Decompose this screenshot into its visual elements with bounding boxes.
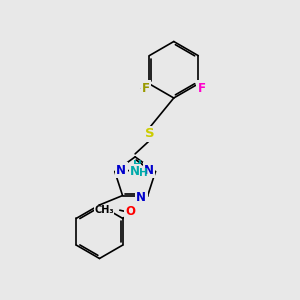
Text: F: F	[197, 82, 206, 95]
Text: N: N	[144, 164, 154, 177]
Text: N: N	[116, 164, 126, 177]
Text: F: F	[142, 82, 150, 95]
Text: O: O	[125, 205, 135, 218]
Text: H: H	[139, 168, 147, 178]
Text: CH₃: CH₃	[94, 205, 114, 215]
Text: S: S	[145, 127, 155, 140]
Text: N: N	[136, 190, 146, 203]
Text: H: H	[133, 160, 142, 170]
Text: N: N	[130, 165, 140, 178]
